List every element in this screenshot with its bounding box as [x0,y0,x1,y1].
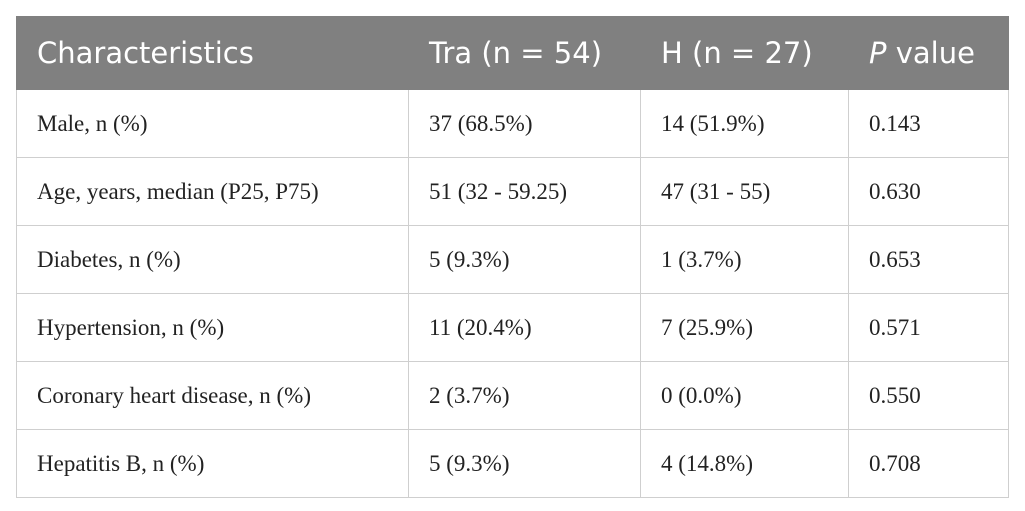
header-text: value [895,36,975,70]
table-cell: 2 (3.7%) [408,361,641,430]
table-cell: 4 (14.8%) [640,429,849,498]
header-cell: H (n = 27) [640,16,849,90]
table-row: Age, years, median (P25, P75) 51 (32 - 59… [16,157,1009,226]
table-cell: Diabetes, n (%) [16,225,409,294]
table-cell: 47 (31 - 55) [640,157,849,226]
table-header: Characteristics Tra (n = 54) H (n = 27) … [16,16,1009,90]
table-body: Male, n (%) 37 (68.5%) 14 (51.9%) 0.143 Age,… [16,89,1009,498]
characteristics-table: Characteristics Tra (n = 54) H (n = 27) … [16,16,1009,498]
table-cell: 0.630 [848,157,1009,226]
table-row: Hypertension, n (%) 11 (20.4%) 7 (25.9%) 0.… [16,293,1009,362]
table-cell: 5 (9.3%) [408,225,641,294]
table-cell: 0.708 [848,429,1009,498]
table-cell: Male, n (%) [16,89,409,158]
table-cell: 0.143 [848,89,1009,158]
table-row: Hepatitis B, n (%) 5 (9.3%) 4 (14.8%) 0.708 [16,429,1009,498]
table-cell: 37 (68.5%) [408,89,641,158]
header-cell: Characteristics [16,16,409,90]
table-cell: 11 (20.4%) [408,293,641,362]
table-cell: 0.653 [848,225,1009,294]
table-cell: 7 (25.9%) [640,293,849,362]
table-cell: Hepatitis B, n (%) [16,429,409,498]
table-cell: 5 (9.3%) [408,429,641,498]
table-row: Male, n (%) 37 (68.5%) 14 (51.9%) 0.143 [16,89,1009,158]
table-cell: 0.571 [848,293,1009,362]
header-cell: P value [848,16,1009,90]
header-row: Characteristics Tra (n = 54) H (n = 27) … [16,16,1009,90]
table-cell: 1 (3.7%) [640,225,849,294]
table-cell: 51 (32 - 59.25) [408,157,641,226]
table-row: Diabetes, n (%) 5 (9.3%) 1 (3.7%) 0.653 [16,225,1009,294]
header-italic: P [869,36,887,70]
table-cell: 0.550 [848,361,1009,430]
table-cell: 14 (51.9%) [640,89,849,158]
table-cell: Age, years, median (P25, P75) [16,157,409,226]
table-cell: Hypertension, n (%) [16,293,409,362]
table-cell: 0 (0.0%) [640,361,849,430]
table-row: Coronary heart disease, n (%) 2 (3.7%) 0 (… [16,361,1009,430]
header-cell: Tra (n = 54) [408,16,641,90]
table-cell: Coronary heart disease, n (%) [16,361,409,430]
